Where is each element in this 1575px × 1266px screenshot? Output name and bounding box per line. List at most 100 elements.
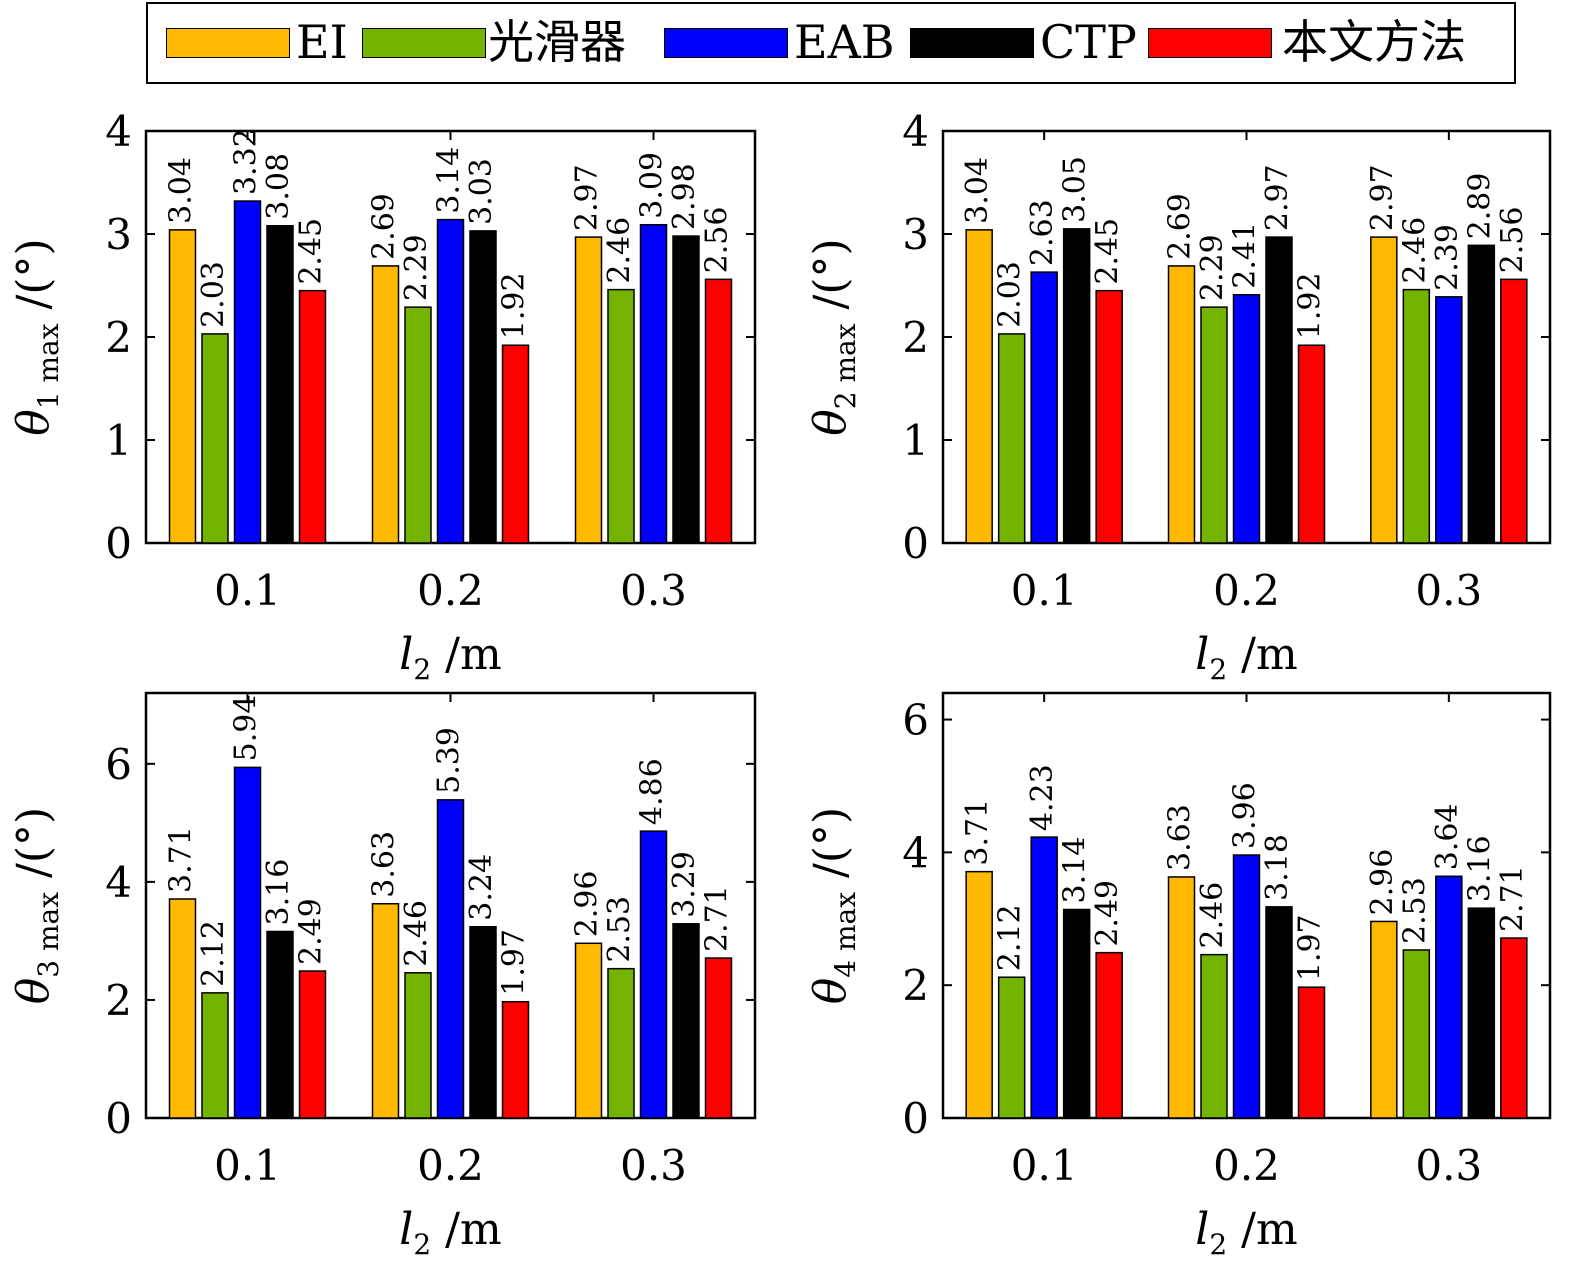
bar <box>1167 265 1196 544</box>
data-label: 2.49 <box>1090 880 1125 947</box>
data-label: 2.96 <box>570 870 605 937</box>
bar <box>997 333 1026 544</box>
bar <box>436 799 465 1119</box>
bar <box>704 957 733 1119</box>
data-label: 2.53 <box>1397 877 1432 944</box>
bar <box>1030 836 1058 1119</box>
data-label: 1.97 <box>497 929 532 996</box>
data-label: 3.63 <box>367 831 402 898</box>
legend-label-proposed: 本文方法 <box>1282 15 1466 69</box>
data-label: 4.23 <box>1025 764 1060 831</box>
bar <box>298 970 327 1119</box>
data-label: 2.49 <box>294 898 329 965</box>
data-label: 2.39 <box>1430 224 1465 291</box>
data-label: 2.69 <box>1163 193 1198 260</box>
y-tick-label: 1 <box>105 416 132 465</box>
x-tick-label: 0.3 <box>1415 566 1482 615</box>
bar <box>1467 907 1496 1119</box>
y-tick-label: 3 <box>105 210 132 259</box>
legend-label-eab: EAB <box>794 15 895 69</box>
bar <box>1062 228 1091 544</box>
data-label: 2.46 <box>602 217 637 284</box>
chart-panel-3: 0 2 4 6 0.1 0.2 0.3 3.71 3.63 2.96 2.12 2.46 2.53 5.9… <box>8 691 757 1261</box>
bar <box>168 898 197 1119</box>
y-tick-label: 0 <box>902 1094 929 1143</box>
data-label: 2.46 <box>1397 217 1432 284</box>
bar <box>607 288 635 544</box>
data-label: 2.45 <box>1090 218 1125 285</box>
x-tick-label: 0.3 <box>620 566 687 615</box>
data-label: 2.29 <box>1195 234 1230 301</box>
bar <box>1232 854 1261 1119</box>
data-label: 5.94 <box>229 695 264 762</box>
data-label: 2.97 <box>1260 164 1295 231</box>
bar <box>371 265 400 544</box>
bar <box>965 229 993 544</box>
bar <box>371 902 400 1119</box>
bar <box>501 1000 530 1119</box>
bar <box>233 200 262 544</box>
bar <box>501 344 530 544</box>
data-label: 3.71 <box>164 826 199 893</box>
bar <box>1200 306 1228 544</box>
data-label: 1.97 <box>1293 914 1328 981</box>
data-label: 2.89 <box>1462 173 1497 240</box>
bar <box>1435 875 1463 1119</box>
y-tick-label: 4 <box>902 828 929 877</box>
y-tick-label: 0 <box>105 1094 132 1143</box>
legend-swatch-ctp <box>910 28 1034 58</box>
data-label: 3.63 <box>1163 804 1198 871</box>
data-label: 2.12 <box>196 920 231 987</box>
bar <box>672 235 700 544</box>
data-label: 3.29 <box>667 851 702 918</box>
y-tick-label: 4 <box>105 858 132 907</box>
y-tick-label: 2 <box>902 961 929 1010</box>
bar <box>266 225 294 544</box>
legend-swatch-eab <box>664 28 788 58</box>
x-tick-label: 0.1 <box>1011 1141 1078 1190</box>
bar <box>266 930 294 1119</box>
bar <box>639 223 668 544</box>
bar <box>1095 289 1123 544</box>
data-label: 3.71 <box>960 799 995 866</box>
y-tick-label: 4 <box>902 107 929 156</box>
data-label: 2.53 <box>602 896 637 963</box>
data-label: 3.05 <box>1058 156 1093 223</box>
data-label: 2.41 <box>1228 222 1263 289</box>
y-tick-label: 0 <box>105 519 132 568</box>
data-label: 1.92 <box>1293 272 1328 339</box>
y-tick-label: 2 <box>105 313 132 362</box>
data-label: 2.45 <box>294 218 329 285</box>
x-tick-label: 0.1 <box>214 1141 281 1190</box>
legend-label-ctp: CTP <box>1040 15 1137 69</box>
data-label: 3.64 <box>1430 803 1465 870</box>
data-label: 2.71 <box>1495 865 1530 932</box>
data-label: 2.12 <box>993 904 1028 971</box>
data-label: 2.71 <box>700 885 735 952</box>
bar <box>1200 953 1228 1119</box>
legend-swatch-ei <box>166 28 290 58</box>
bar <box>1467 244 1496 544</box>
x-tick-label: 0.1 <box>1011 566 1078 615</box>
bar <box>1402 288 1431 544</box>
x-tick-label: 0.3 <box>1415 1141 1482 1190</box>
bar <box>672 923 700 1119</box>
bar <box>1500 278 1528 544</box>
data-label: 2.03 <box>196 261 231 328</box>
bar <box>639 830 668 1119</box>
data-label: 3.16 <box>261 859 296 926</box>
data-label: 3.14 <box>1058 837 1093 904</box>
bar <box>298 289 327 544</box>
data-label: 2.56 <box>700 207 735 274</box>
data-label: 2.63 <box>1025 199 1060 266</box>
y-tick-label: 3 <box>902 210 929 259</box>
data-label: 2.46 <box>399 900 434 967</box>
data-label: 2.56 <box>1495 207 1530 274</box>
legend-label-smoother: 光滑器 <box>488 15 626 69</box>
bar <box>1167 876 1196 1119</box>
x-axis-label: l2 /m <box>399 1204 501 1261</box>
data-label: 4.86 <box>635 758 670 825</box>
chart-panel-4: 0 2 4 6 0.1 0.2 0.3 3.71 3.63 2.96 2.12 2.46 2.53 4.2… <box>805 691 1552 1261</box>
data-label: 3.18 <box>1260 834 1295 901</box>
